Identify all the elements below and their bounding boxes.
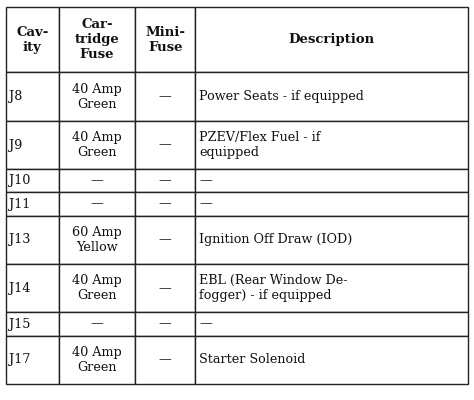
Bar	[6, 121, 59, 169]
Bar	[135, 216, 195, 264]
Text: J9: J9	[9, 138, 23, 152]
Text: 40 Amp
Green: 40 Amp Green	[72, 346, 122, 374]
Text: J11: J11	[9, 198, 31, 210]
Bar	[195, 216, 468, 264]
Bar	[195, 72, 468, 121]
Text: —: —	[199, 198, 212, 210]
Text: —: —	[199, 318, 212, 330]
Bar	[6, 336, 59, 384]
Text: —: —	[159, 138, 172, 152]
Bar	[195, 121, 468, 169]
Bar	[59, 312, 135, 336]
Bar	[6, 72, 59, 121]
Bar	[135, 192, 195, 216]
Text: —: —	[159, 353, 172, 366]
Bar	[195, 312, 468, 336]
Text: —: —	[91, 318, 103, 330]
Text: —: —	[91, 174, 103, 187]
Bar	[6, 312, 59, 336]
Bar	[6, 192, 59, 216]
Text: J14: J14	[9, 282, 31, 295]
Text: —: —	[159, 198, 172, 210]
Text: J8: J8	[9, 90, 23, 103]
Text: —: —	[159, 233, 172, 246]
Bar	[6, 216, 59, 264]
Bar	[135, 121, 195, 169]
Text: Description: Description	[289, 33, 375, 46]
Bar	[59, 72, 135, 121]
Text: —: —	[159, 174, 172, 187]
Bar	[195, 264, 468, 312]
Text: —: —	[91, 198, 103, 210]
Text: —: —	[199, 174, 212, 187]
Bar	[59, 7, 135, 72]
Text: Starter Solenoid: Starter Solenoid	[199, 353, 306, 366]
Text: —: —	[159, 90, 172, 103]
Text: —: —	[159, 282, 172, 295]
Bar	[135, 72, 195, 121]
Text: 40 Amp
Green: 40 Amp Green	[72, 274, 122, 302]
Bar	[135, 312, 195, 336]
Bar	[59, 169, 135, 192]
Bar	[59, 216, 135, 264]
Text: Car-
tridge
Fuse: Car- tridge Fuse	[75, 18, 119, 61]
Text: Mini-
Fuse: Mini- Fuse	[146, 26, 185, 54]
Text: EBL (Rear Window De-
fogger) - if equipped: EBL (Rear Window De- fogger) - if equipp…	[199, 274, 347, 302]
Bar	[6, 264, 59, 312]
Bar	[59, 121, 135, 169]
Text: 40 Amp
Green: 40 Amp Green	[72, 83, 122, 111]
Text: J10: J10	[9, 174, 31, 187]
Bar	[59, 336, 135, 384]
Text: 40 Amp
Green: 40 Amp Green	[72, 131, 122, 159]
Bar	[135, 264, 195, 312]
Text: 60 Amp
Yellow: 60 Amp Yellow	[72, 226, 122, 254]
Text: J17: J17	[9, 353, 31, 366]
Bar	[135, 336, 195, 384]
Bar	[195, 7, 468, 72]
Bar	[59, 264, 135, 312]
Text: —: —	[159, 318, 172, 330]
Bar	[135, 7, 195, 72]
Bar	[195, 169, 468, 192]
Bar	[6, 169, 59, 192]
Bar	[59, 192, 135, 216]
Bar	[6, 7, 59, 72]
Text: PZEV/Flex Fuel - if
equipped: PZEV/Flex Fuel - if equipped	[199, 131, 320, 159]
Text: Power Seats - if equipped: Power Seats - if equipped	[199, 90, 364, 103]
Text: J13: J13	[9, 233, 31, 246]
Text: Ignition Off Draw (IOD): Ignition Off Draw (IOD)	[199, 233, 353, 246]
Bar	[135, 169, 195, 192]
Text: J15: J15	[9, 318, 31, 330]
Text: Cav-
ity: Cav- ity	[16, 26, 48, 54]
Bar	[195, 192, 468, 216]
Bar	[195, 336, 468, 384]
